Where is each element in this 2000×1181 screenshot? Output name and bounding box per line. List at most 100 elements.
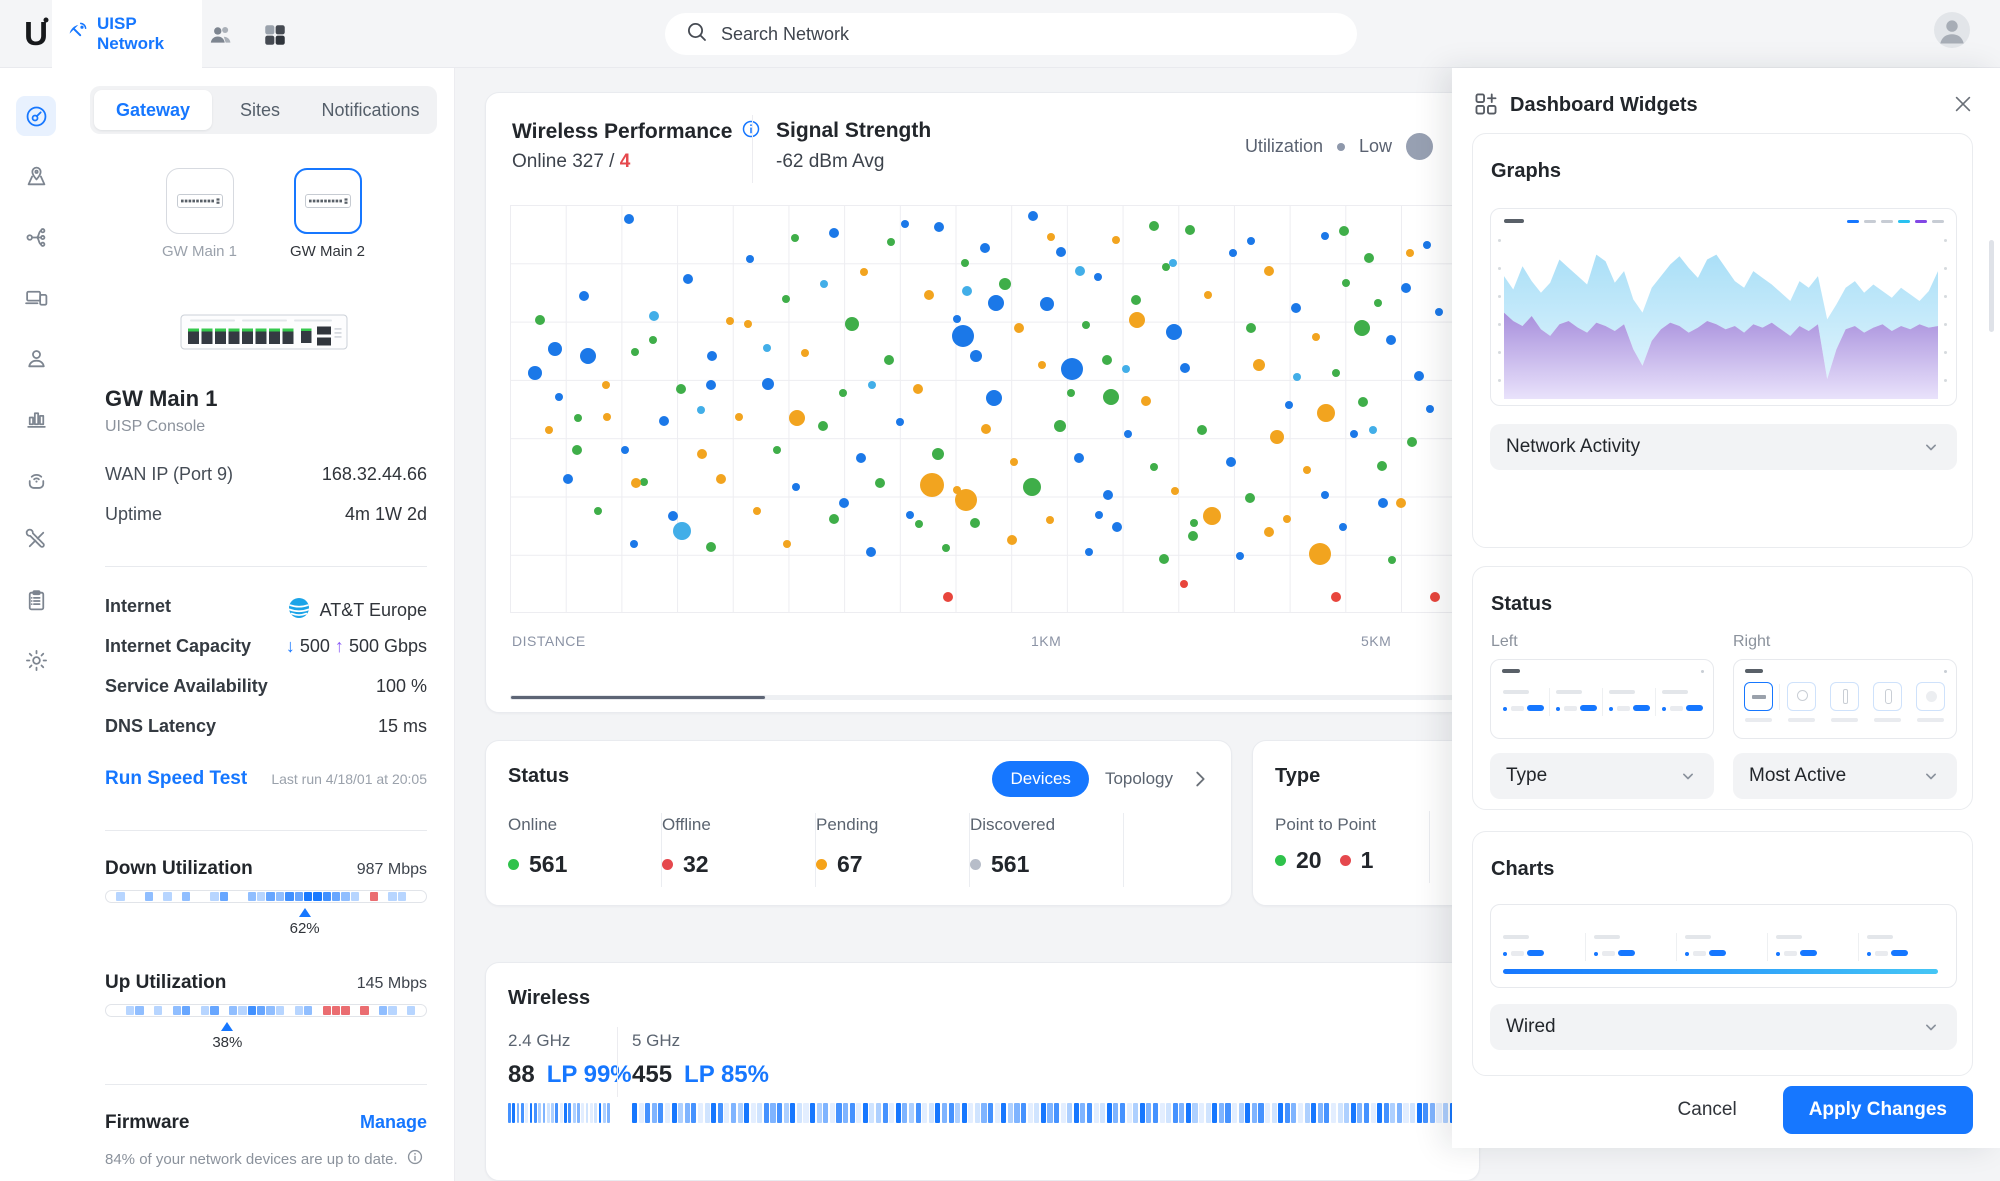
scatter-point[interactable]	[1129, 311, 1146, 328]
app-tab-uisp-network[interactable]: UISP Network	[52, 0, 202, 68]
scatter-point[interactable]	[1396, 498, 1407, 509]
scatter-point[interactable]	[1308, 543, 1331, 566]
chart-scrollbar[interactable]	[510, 695, 1457, 700]
scatter-point[interactable]	[838, 497, 849, 508]
scatter-point[interactable]	[1102, 489, 1113, 500]
scatter-point[interactable]	[998, 277, 1011, 290]
scatter-point[interactable]	[621, 446, 630, 454]
info-icon[interactable]	[406, 1148, 424, 1170]
scatter-point[interactable]	[1094, 273, 1103, 282]
scatter-point[interactable]	[912, 383, 923, 394]
scatter-point[interactable]	[648, 310, 659, 321]
scatter-point[interactable]	[574, 413, 583, 422]
scatter-point[interactable]	[682, 274, 693, 285]
scatter-point[interactable]	[1123, 430, 1132, 439]
scatter-point[interactable]	[578, 291, 589, 302]
gateway-card-gw-main-1[interactable]: GW Main 1	[151, 168, 249, 260]
rail-item-settings[interactable]	[16, 641, 56, 681]
scatter-point[interactable]	[752, 506, 761, 515]
rail-item-wireless-maintenance[interactable]	[16, 459, 56, 499]
scatter-point[interactable]	[648, 336, 657, 345]
scatter-point[interactable]	[1013, 322, 1024, 333]
ubiquiti-logo-icon[interactable]: U	[24, 15, 49, 52]
toggle-devices[interactable]: Devices	[992, 761, 1089, 797]
scatter-point[interactable]	[1321, 231, 1330, 240]
scatter-point[interactable]	[1406, 437, 1417, 448]
scatter-point[interactable]	[1171, 487, 1180, 496]
scatter-point[interactable]	[1430, 591, 1441, 602]
scatter-point[interactable]	[1040, 297, 1055, 312]
scatter-point[interactable]	[952, 325, 975, 348]
scatter-point[interactable]	[1095, 511, 1104, 520]
gateway-card-gw-main-2[interactable]: GW Main 2	[279, 168, 377, 260]
scatter-point[interactable]	[828, 514, 839, 525]
scatter-point[interactable]	[859, 267, 868, 276]
scatter-point[interactable]	[1236, 551, 1245, 560]
scatter-point[interactable]	[1102, 389, 1119, 406]
scatter-point[interactable]	[706, 379, 717, 390]
left-widget-select[interactable]: Type	[1490, 753, 1714, 799]
scatter-point[interactable]	[1291, 302, 1302, 313]
scatter-point[interactable]	[942, 544, 951, 553]
scatter-point[interactable]	[1282, 515, 1291, 524]
scatter-point[interactable]	[1349, 429, 1358, 438]
tab-sites[interactable]: Sites	[239, 99, 281, 120]
scatter-point[interactable]	[1166, 323, 1183, 340]
scatter-point[interactable]	[630, 347, 639, 356]
scatter-point[interactable]	[1084, 547, 1093, 556]
scatter-point[interactable]	[1074, 453, 1085, 464]
scatter-point[interactable]	[1387, 555, 1396, 564]
scatter-point[interactable]	[1368, 426, 1377, 435]
scatter-point[interactable]	[1331, 368, 1340, 377]
scatter-point[interactable]	[1405, 249, 1414, 258]
scatter-point[interactable]	[924, 290, 935, 301]
scatter-point[interactable]	[919, 473, 944, 498]
scatter-point[interactable]	[906, 510, 915, 519]
scatter-point[interactable]	[970, 518, 981, 529]
scatter-point[interactable]	[970, 349, 983, 362]
scatter-point[interactable]	[1253, 358, 1266, 371]
rail-item-logs[interactable]	[16, 580, 56, 620]
scatter-point[interactable]	[961, 286, 972, 297]
scatter-point[interactable]	[1189, 519, 1198, 528]
close-icon[interactable]	[1952, 93, 1974, 115]
scatter-point[interactable]	[1342, 279, 1351, 288]
scatter-point[interactable]	[1161, 262, 1170, 271]
rail-item-tools[interactable]	[16, 520, 56, 560]
scatter-point[interactable]	[555, 393, 564, 402]
cancel-button[interactable]: Cancel	[1677, 1099, 1737, 1120]
scatter-point[interactable]	[933, 221, 944, 232]
scatter-point[interactable]	[980, 424, 991, 435]
scatter-point[interactable]	[1131, 294, 1142, 305]
scatter-point[interactable]	[820, 279, 829, 288]
scatter-point[interactable]	[1339, 523, 1348, 532]
scatter-point[interactable]	[874, 477, 885, 488]
scatter-point[interactable]	[1377, 461, 1388, 472]
scatter-point[interactable]	[715, 473, 726, 484]
scatter-point[interactable]	[527, 365, 542, 380]
scatter-point[interactable]	[762, 378, 775, 391]
scatter-point[interactable]	[1311, 332, 1320, 341]
scatter-point[interactable]	[1245, 322, 1256, 333]
scatter-point[interactable]	[1317, 404, 1336, 423]
scatter-point[interactable]	[1060, 357, 1083, 380]
clients-people-icon[interactable]	[208, 22, 234, 48]
scatter-point[interactable]	[914, 519, 923, 528]
toggle-topology[interactable]: Topology	[1104, 769, 1173, 788]
right-widget-thumbnail[interactable]	[1733, 659, 1957, 739]
scatter-point[interactable]	[579, 348, 596, 365]
chevron-right-icon[interactable]	[1189, 768, 1211, 790]
right-widget-select[interactable]: Most Active	[1733, 753, 1957, 799]
scatter-point[interactable]	[1330, 591, 1341, 602]
scatter-point[interactable]	[1158, 554, 1169, 565]
firmware-manage-link[interactable]: Manage	[359, 1112, 427, 1132]
scatter-point[interactable]	[988, 295, 1005, 312]
scatter-point[interactable]	[828, 227, 839, 238]
scatter-point[interactable]	[801, 349, 810, 358]
charts-widget-thumbnail[interactable]	[1490, 904, 1957, 988]
scatter-point[interactable]	[726, 316, 735, 325]
scatter-point[interactable]	[697, 405, 706, 414]
scatter-point[interactable]	[1140, 396, 1151, 407]
scatter-point[interactable]	[868, 380, 877, 389]
scatter-point[interactable]	[782, 295, 791, 304]
